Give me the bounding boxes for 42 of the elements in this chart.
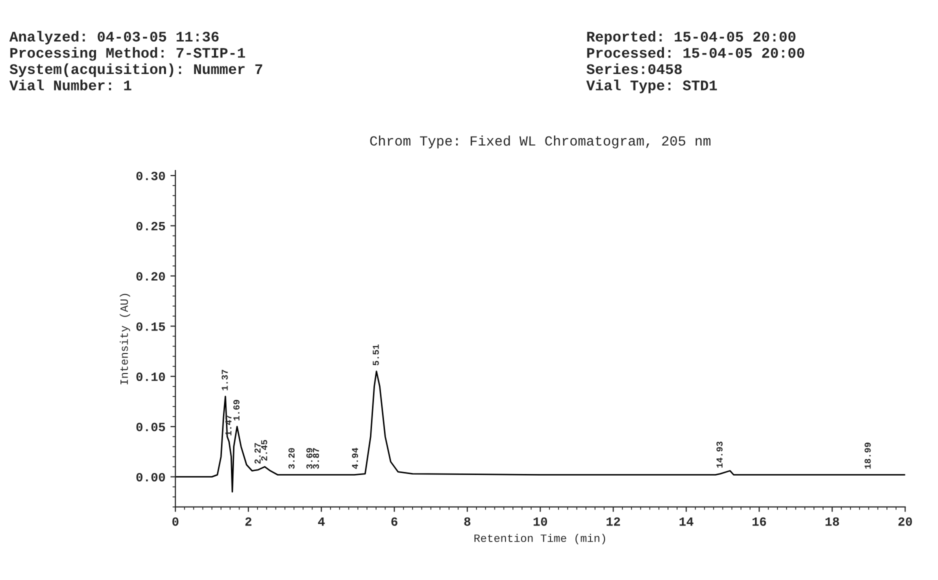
annotation: 3.87 bbox=[312, 448, 320, 469]
annotation: 1.47 bbox=[225, 415, 232, 436]
y-tick-label: 0.00 bbox=[136, 472, 165, 482]
annotation: 2.45 bbox=[261, 440, 268, 461]
text: Vial Number: 1 bbox=[9, 80, 132, 90]
x-tick-label: 4 bbox=[318, 517, 325, 526]
y-tick-label: 0.25 bbox=[136, 222, 166, 230]
chart-title: Chrom Type: Fixed WL Chromatogram, 205 nm bbox=[370, 135, 710, 148]
text: Vial Type: STD1 bbox=[586, 80, 717, 94]
line-series bbox=[175, 370, 906, 493]
text: Series:0458 bbox=[586, 63, 682, 74]
y-tick-label: 0.30 bbox=[136, 172, 165, 180]
x-tick-label: 12 bbox=[606, 517, 620, 526]
y-tick-label: 0.15 bbox=[136, 322, 166, 331]
x-tick-label: 18 bbox=[826, 517, 840, 526]
x-tick-label: 6 bbox=[391, 517, 398, 526]
y-tick-label: 0.10 bbox=[136, 372, 165, 382]
text: Reported: 15-04-05 20:00 bbox=[587, 30, 796, 44]
y-axis-title: Intensity (AU) bbox=[120, 294, 130, 384]
x-tick-label: 16 bbox=[752, 517, 766, 526]
y-tick-label: 0.20 bbox=[136, 272, 165, 281]
annotation: 1.69 bbox=[233, 400, 240, 420]
x-tick-label: 14 bbox=[680, 517, 694, 526]
text: Analyzed: 04-03-05 11:36 bbox=[9, 30, 219, 44]
annotation: 1.37 bbox=[222, 370, 228, 390]
annotation: 4.94 bbox=[352, 448, 358, 469]
x-tick-label: 20 bbox=[898, 517, 912, 526]
y-tick-label: 0.05 bbox=[136, 422, 166, 432]
text: Processing Method: 7-STIP-1 bbox=[10, 47, 246, 61]
annotation: 5.51 bbox=[372, 344, 379, 366]
annotation: 3.20 bbox=[288, 448, 295, 469]
x-tick-label: 10 bbox=[534, 517, 548, 526]
text: Processed: 15-04-05 20:00 bbox=[587, 47, 804, 58]
x-tick-label: 0 bbox=[172, 517, 178, 526]
x-tick-label: 8 bbox=[464, 517, 470, 526]
x-axis-title: Retention Time (min) bbox=[474, 534, 606, 544]
annotation: 18.99 bbox=[864, 442, 871, 469]
annotation: 2.27 bbox=[254, 443, 261, 464]
annotation: 3.69 bbox=[306, 448, 312, 469]
annotation: 14.93 bbox=[716, 442, 723, 468]
x-tick-label: 2 bbox=[245, 517, 252, 526]
text: System(acquisition): Nummer 7 bbox=[10, 63, 262, 77]
